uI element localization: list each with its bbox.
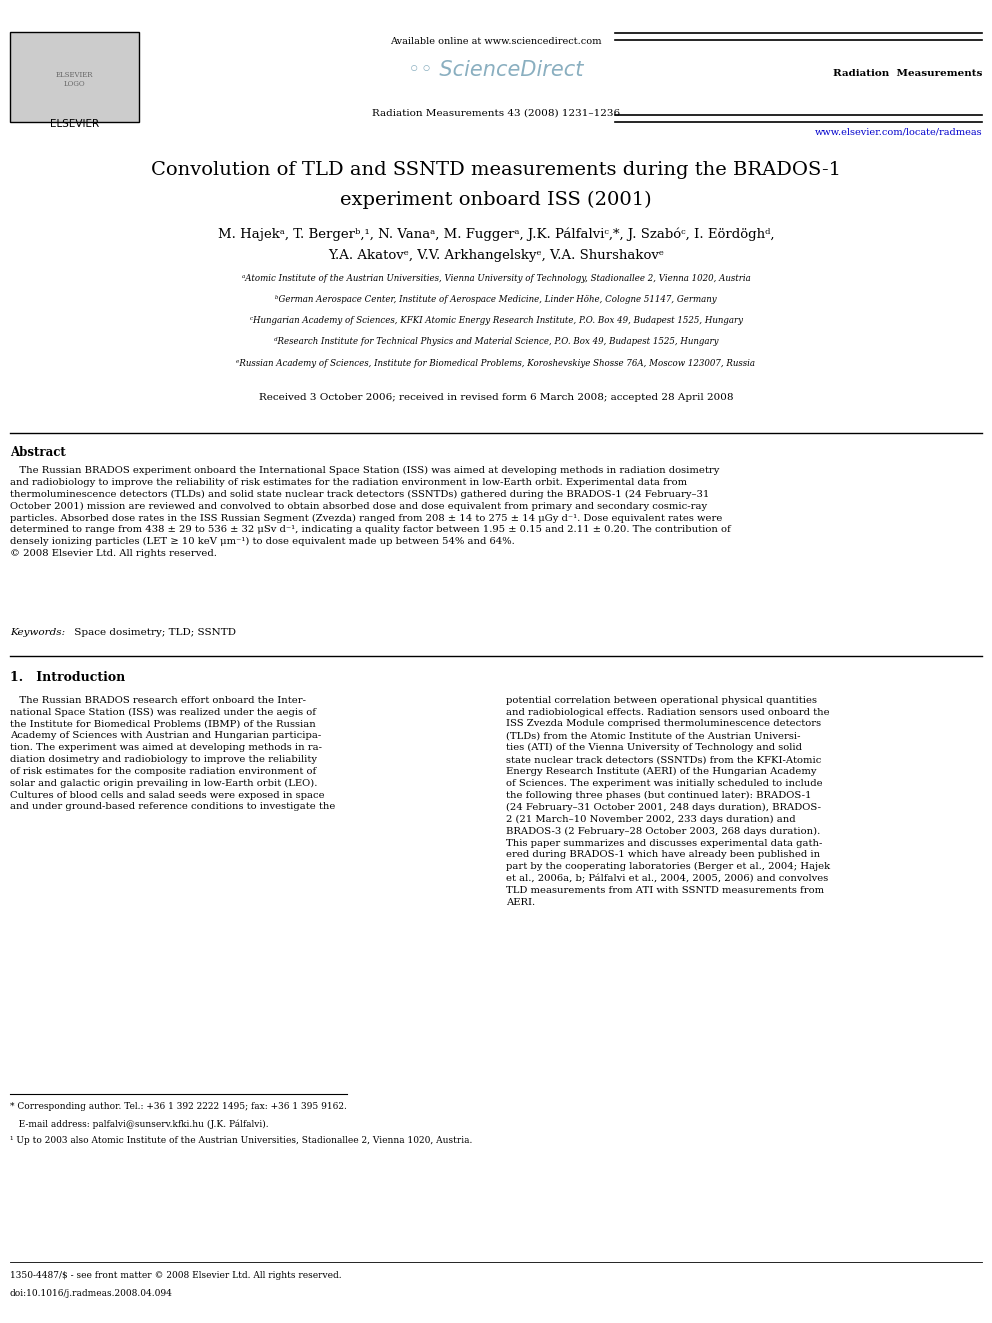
Text: Abstract: Abstract (10, 446, 65, 459)
Text: Available online at www.sciencedirect.com: Available online at www.sciencedirect.co… (390, 37, 602, 46)
Text: www.elsevier.com/locate/radmeas: www.elsevier.com/locate/radmeas (814, 127, 982, 136)
Text: ᵃAtomic Institute of the Austrian Universities, Vienna University of Technology,: ᵃAtomic Institute of the Austrian Univer… (242, 274, 750, 283)
Text: Space dosimetry; TLD; SSNTD: Space dosimetry; TLD; SSNTD (71, 628, 236, 638)
Text: 1.   Introduction: 1. Introduction (10, 671, 125, 684)
Text: Y.A. Akatovᵉ, V.V. Arkhangelskyᵉ, V.A. Shurshakovᵉ: Y.A. Akatovᵉ, V.V. Arkhangelskyᵉ, V.A. S… (328, 249, 664, 262)
Text: ᵉRussian Academy of Sciences, Institute for Biomedical Problems, Koroshevskiye S: ᵉRussian Academy of Sciences, Institute … (236, 359, 756, 368)
Text: Radiation Measurements 43 (2008) 1231–1236: Radiation Measurements 43 (2008) 1231–12… (372, 108, 620, 118)
Text: ᵈResearch Institute for Technical Physics and Material Science, P.O. Box 49, Bud: ᵈResearch Institute for Technical Physic… (274, 337, 718, 347)
Text: ELSEVIER: ELSEVIER (50, 119, 99, 130)
Text: E-mail address: palfalvi@sunserv.kfki.hu (J.K. Pálfalvi).: E-mail address: palfalvi@sunserv.kfki.hu… (10, 1119, 269, 1129)
Text: * Corresponding author. Tel.: +36 1 392 2222 1495; fax: +36 1 395 9162.: * Corresponding author. Tel.: +36 1 392 … (10, 1102, 347, 1111)
Text: 1350-4487/$ - see front matter © 2008 Elsevier Ltd. All rights reserved.: 1350-4487/$ - see front matter © 2008 El… (10, 1271, 341, 1281)
Text: ◦◦ ScienceDirect: ◦◦ ScienceDirect (409, 60, 583, 79)
Text: doi:10.1016/j.radmeas.2008.04.094: doi:10.1016/j.radmeas.2008.04.094 (10, 1289, 173, 1298)
Text: The Russian BRADOS experiment onboard the International Space Station (ISS) was : The Russian BRADOS experiment onboard th… (10, 466, 731, 558)
Text: potential correlation between operational physical quantities
and radiobiologica: potential correlation between operationa… (506, 696, 830, 906)
Text: Convolution of TLD and SSNTD measurements during the BRADOS-1: Convolution of TLD and SSNTD measurement… (151, 161, 841, 180)
Text: Received 3 October 2006; received in revised form 6 March 2008; accepted 28 Apri: Received 3 October 2006; received in rev… (259, 393, 733, 402)
Text: ¹ Up to 2003 also Atomic Institute of the Austrian Universities, Stadionallee 2,: ¹ Up to 2003 also Atomic Institute of th… (10, 1136, 472, 1146)
Text: experiment onboard ISS (2001): experiment onboard ISS (2001) (340, 191, 652, 209)
Text: ELSEVIER
LOGO: ELSEVIER LOGO (56, 70, 93, 89)
Bar (10, 32, 139, 122)
Text: The Russian BRADOS research effort onboard the Inter-
national Space Station (IS: The Russian BRADOS research effort onboa… (10, 696, 335, 811)
Text: M. Hajekᵃ, T. Bergerᵇ,¹, N. Vanaᵃ, M. Fuggerᵃ, J.K. Pálfalviᶜ,*, J. Szabóᶜ, I. E: M. Hajekᵃ, T. Bergerᵇ,¹, N. Vanaᵃ, M. Fu… (218, 228, 774, 241)
Text: ᵇGerman Aerospace Center, Institute of Aerospace Medicine, Linder Höhe, Cologne : ᵇGerman Aerospace Center, Institute of A… (275, 295, 717, 304)
Text: Radiation  Measurements: Radiation Measurements (832, 69, 982, 78)
Text: ᶜHungarian Academy of Sciences, KFKI Atomic Energy Research Institute, P.O. Box : ᶜHungarian Academy of Sciences, KFKI Ato… (250, 316, 742, 325)
Text: Keywords:: Keywords: (10, 628, 65, 638)
